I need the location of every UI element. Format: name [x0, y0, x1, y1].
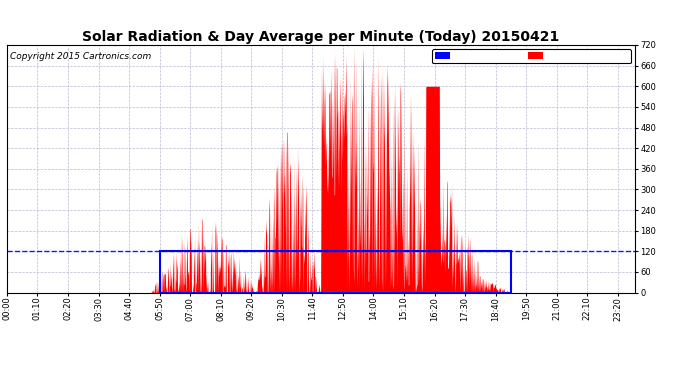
Text: Copyright 2015 Cartronics.com: Copyright 2015 Cartronics.com — [10, 53, 151, 62]
Bar — [159, 251, 511, 292]
Legend: Median (W/m2), Radiation (W/m2): Median (W/m2), Radiation (W/m2) — [433, 49, 631, 63]
Title: Solar Radiation & Day Average per Minute (Today) 20150421: Solar Radiation & Day Average per Minute… — [82, 30, 560, 44]
